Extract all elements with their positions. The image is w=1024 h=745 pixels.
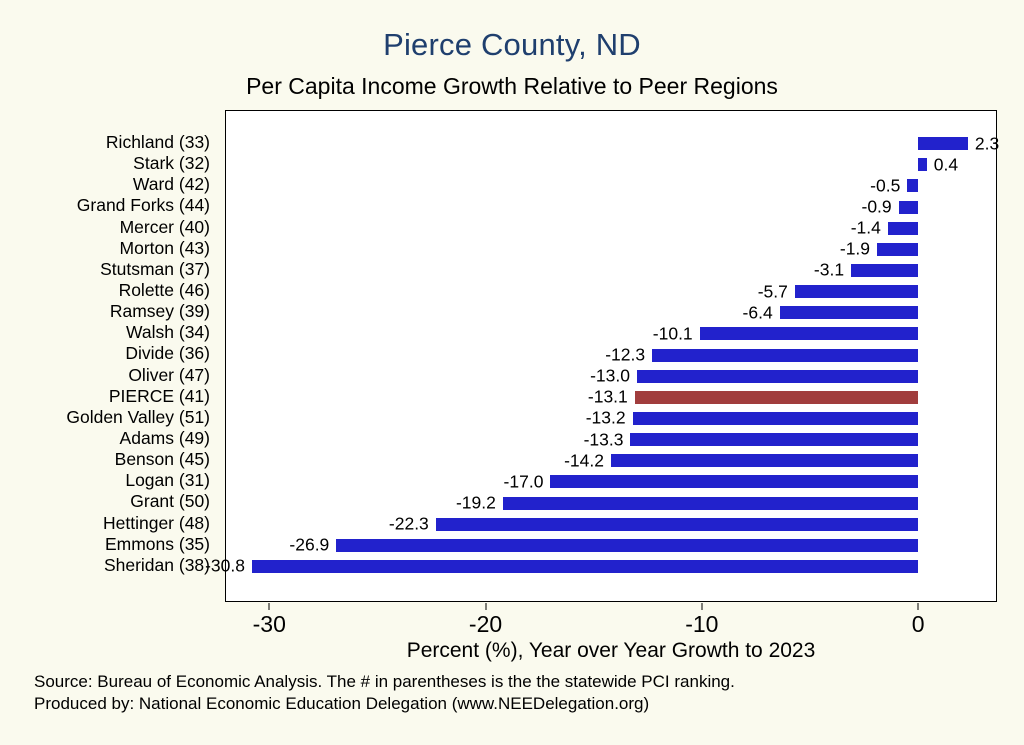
category-label: Benson (45) <box>114 449 210 470</box>
category-label: Mercer (40) <box>119 216 210 237</box>
value-label: -1.4 <box>850 217 881 238</box>
value-label: -13.3 <box>583 428 624 449</box>
x-tick-mark <box>485 603 487 610</box>
bar <box>251 559 919 573</box>
x-axis-title: Percent (%), Year over Year Growth to 20… <box>406 639 816 662</box>
value-label: -5.7 <box>757 280 788 301</box>
value-label: -14.2 <box>564 449 604 470</box>
category-label: Richland (33) <box>105 132 210 153</box>
category-label: Golden Valley (51) <box>66 406 210 427</box>
value-label: -13.1 <box>587 386 628 407</box>
category-label: Morton (43) <box>119 237 210 258</box>
value-label: -17.0 <box>503 471 544 492</box>
value-label: -26.9 <box>289 534 330 555</box>
bar <box>877 242 919 256</box>
x-tick-label: 0 <box>911 611 925 637</box>
plot-area: 2.3 0.4 -0.5 -0.9 -1.4 -1.9 -3.1 -5.7 -6.4 -10.1-… <box>205 110 1000 602</box>
category-label: Divide (36) <box>125 343 210 364</box>
value-label: -3.1 <box>813 259 845 280</box>
x-tick-mark <box>701 603 703 610</box>
bar <box>699 327 919 341</box>
category-label: Ramsey (39) <box>109 301 210 322</box>
category-label: Grant (50) <box>130 491 210 512</box>
bar <box>851 263 919 277</box>
bar <box>918 158 927 172</box>
value-label: -0.5 <box>870 175 901 196</box>
x-tick-label: -20 <box>468 611 503 637</box>
category-label: Emmons (35) <box>104 533 210 554</box>
bar <box>779 306 919 320</box>
chart-title: Pierce County, ND <box>383 27 641 62</box>
category-label: Ward (42) <box>132 174 210 195</box>
bar <box>652 348 919 362</box>
bar-highlight <box>634 390 919 404</box>
value-label: -12.3 <box>605 344 646 365</box>
bar <box>611 454 919 468</box>
category-label: Walsh (34) <box>126 322 210 343</box>
bar <box>898 200 919 214</box>
bar <box>887 221 919 235</box>
value-label: -13.2 <box>585 407 626 428</box>
bar <box>502 496 919 510</box>
value-label: -10.1 <box>652 323 693 344</box>
bar <box>435 517 919 531</box>
bar <box>907 179 919 193</box>
category-label: Sheridan (38) <box>103 554 210 575</box>
bar <box>794 285 919 299</box>
value-label: -22.3 <box>388 513 429 534</box>
chart-subtitle: Per Capita Income Growth Relative to Pee… <box>246 73 778 99</box>
bar <box>336 538 919 552</box>
value-label: -19.2 <box>455 492 496 513</box>
category-label: Rolette (46) <box>118 280 210 301</box>
value-label: -0.9 <box>861 196 892 217</box>
bar <box>918 137 968 151</box>
x-tick-mark <box>268 603 270 610</box>
category-label: Oliver (47) <box>128 364 210 385</box>
category-labels: Richland (33) Stark (32) Ward (42) Grand Fo… <box>0 132 218 576</box>
category-label: Stutsman (37) <box>100 258 210 279</box>
category-label-highlight: PIERCE (41) <box>108 385 210 406</box>
bar <box>630 433 919 447</box>
source-note: Source: Bureau of Economic Analysis. The… <box>34 672 735 691</box>
value-label: -30.8 <box>205 555 245 576</box>
value-label: 0.4 <box>933 153 959 174</box>
value-label: -13.0 <box>590 365 630 386</box>
bar <box>636 369 919 383</box>
x-tick-mark <box>917 603 919 610</box>
category-label: Stark (32) <box>133 153 210 174</box>
x-tick-label: -30 <box>252 611 286 637</box>
category-label: Grand Forks (44) <box>76 195 210 216</box>
x-tick-label: -10 <box>685 611 719 637</box>
bar <box>632 411 919 425</box>
bar <box>550 475 919 489</box>
value-label: -1.9 <box>839 238 871 259</box>
category-label: Hettinger (48) <box>103 512 210 533</box>
value-label: 2.3 <box>974 132 1000 153</box>
category-label: Logan (31) <box>125 470 210 491</box>
category-label: Adams (49) <box>119 428 210 449</box>
producer-note: Produced by: National Economic Education… <box>34 694 650 713</box>
value-label: -6.4 <box>742 301 773 322</box>
